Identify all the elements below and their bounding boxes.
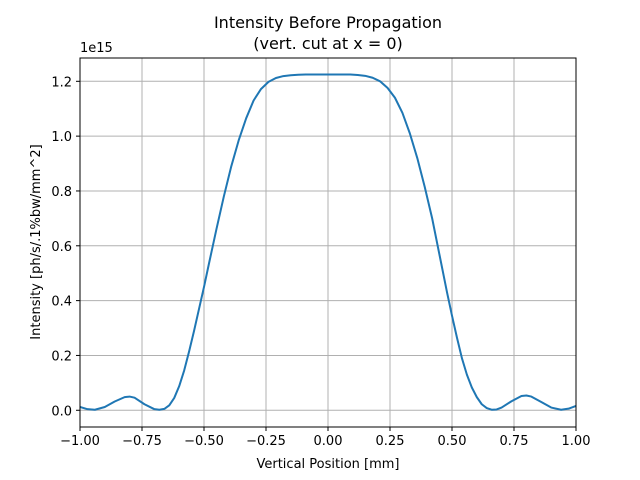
y-tick-label: 0.0 — [51, 404, 72, 419]
x-tick-label: 1.00 — [562, 434, 591, 449]
plot-area — [80, 73, 576, 411]
x-tick-label: −0.50 — [184, 434, 224, 449]
x-tick-label: 0.00 — [314, 434, 343, 449]
grid — [79, 58, 577, 427]
y-axis-label: Intensity [ph/s/.1%bw/mm^2] — [29, 144, 44, 339]
y-tick-label: 0.2 — [51, 349, 72, 364]
ticks: −1.00 −0.75 −0.50 −0.25 0.00 0.25 0.50 0.75 1.00… — [51, 75, 590, 449]
y-tick-label: 0.8 — [51, 185, 72, 200]
y-tick-label: 0.4 — [51, 295, 72, 310]
x-axis-label: Vertical Position [mm] — [256, 457, 399, 472]
y-offset-label: 1e15 — [80, 41, 113, 56]
x-tick-label: 0.75 — [500, 434, 529, 449]
x-tick-label: −1.00 — [60, 434, 100, 449]
y-tick-label: 0.6 — [51, 240, 72, 255]
y-tick-label: 1.0 — [51, 130, 72, 145]
chart-title: Intensity Before Propagation — [214, 13, 442, 32]
y-tick-label: 1.2 — [51, 75, 72, 90]
series-line — [80, 73, 576, 411]
x-tick-label: −0.25 — [246, 434, 286, 449]
x-tick-label: −0.75 — [122, 434, 162, 449]
chart-subtitle: (vert. cut at x = 0) — [253, 34, 403, 53]
x-tick-label: 0.50 — [438, 434, 467, 449]
x-tick-label: 0.25 — [376, 434, 405, 449]
